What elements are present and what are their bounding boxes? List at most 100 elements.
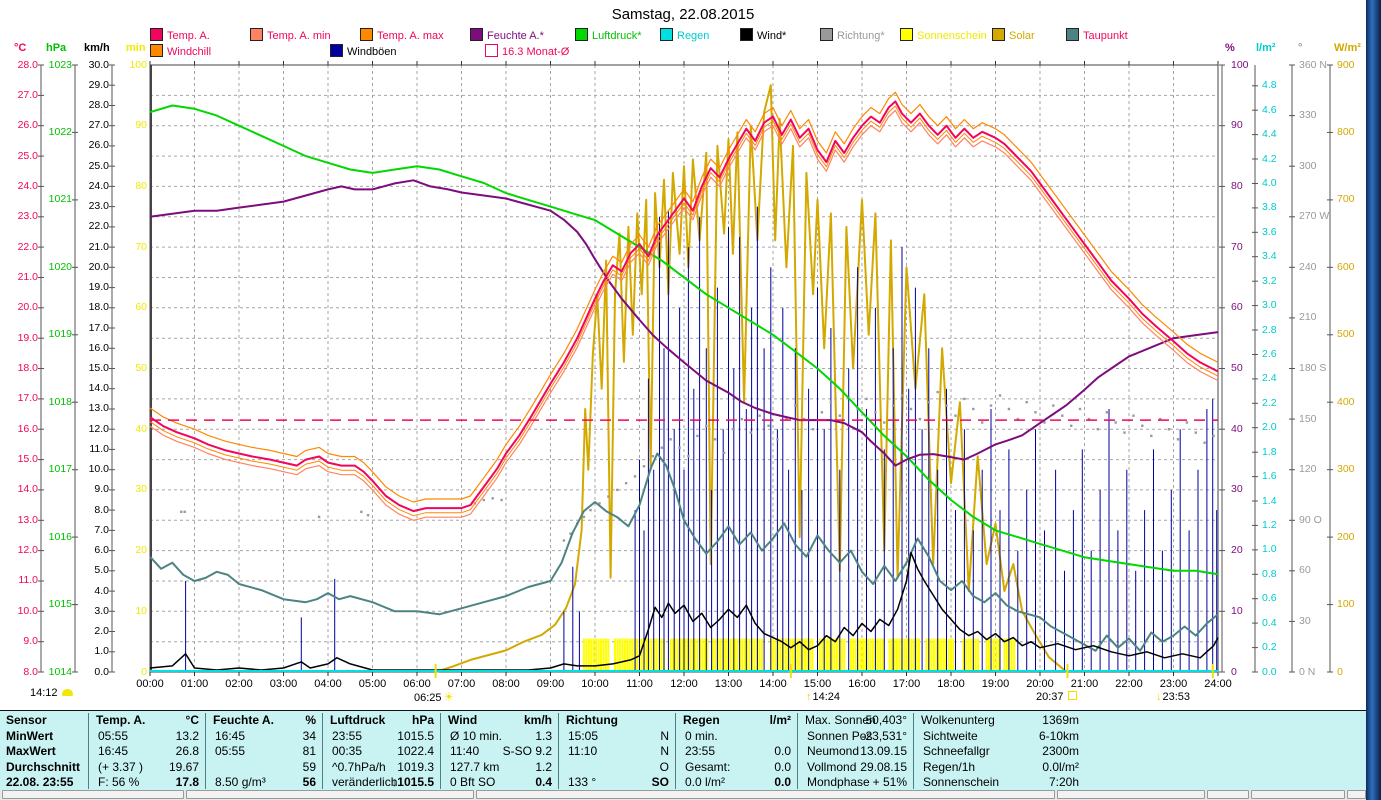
status-bar-segment [1207, 790, 1249, 799]
x-axis-tick: 22:00 [1115, 678, 1143, 690]
astro-value-label: Sonnen Pos [807, 728, 873, 743]
unit-header-min: min [126, 42, 146, 54]
x-axis-tick: 12:00 [670, 678, 698, 690]
maxtemp-time-label: 14:24 [812, 691, 841, 703]
direction-value-label: 133 ° [568, 775, 597, 790]
pressure-value: 1015.5 [397, 728, 434, 743]
legend-item-richtung-: Richtung* [820, 28, 885, 42]
temp-value-label: 05:55 [98, 728, 129, 743]
astro-value: 29.08.15 [860, 759, 907, 774]
moonrise-time-label: 14:12 [30, 687, 58, 699]
status-bar-segment [1347, 790, 1366, 799]
wind-unit: km/h [523, 713, 552, 727]
legend-swatch-icon [660, 28, 673, 41]
legend-label: Temp. A. [167, 30, 210, 42]
x-axis-tick: 05:00 [358, 678, 387, 690]
humidity-axis-tick: 90 [1231, 119, 1243, 132]
humidity-axis-tick: 70 [1231, 240, 1243, 253]
pressure-axis-tick: 1014 [48, 665, 72, 678]
wind-axis-tick: 23.0 [88, 200, 109, 213]
temp-header: Temp. A. [96, 713, 146, 727]
temp-axis-tick: 28.0 [17, 58, 38, 71]
wind-value: S-SO 9.2 [502, 744, 552, 759]
unit-header-C: °C [14, 42, 27, 54]
sunshine-axis-tick: 20 [135, 544, 147, 557]
solar-axis-tick: 700 [1337, 193, 1355, 206]
sun-icon: ☀ [443, 690, 455, 704]
direction-axis-tick: 240 [1299, 260, 1317, 273]
rain-axis-tick: 2.0 [1262, 421, 1277, 434]
humidity-value-label: 16:45 [215, 728, 246, 743]
legend-swatch-icon [330, 44, 343, 57]
direction-axis-tick: 210 [1299, 311, 1317, 324]
wind-axis-tick: 16.0 [88, 341, 109, 354]
temp-value: 17.8 [175, 775, 199, 790]
astro-value-label: Neumond [807, 744, 860, 759]
pressure-header: Luftdruck [330, 713, 386, 727]
temp-axis-tick: 14.0 [17, 483, 38, 496]
astro-value-label: Vollmond [807, 759, 857, 774]
rain-axis-tick: 2.2 [1262, 396, 1277, 409]
window-border [1366, 0, 1381, 800]
temp-axis-tick: 8.0 [23, 665, 38, 678]
legend-label: Luftdruck* [592, 30, 642, 42]
misc-value-label: Sonnenschein [923, 775, 1000, 790]
rain-value: 0.0 [774, 775, 791, 790]
humidity-axis-tick: 40 [1231, 422, 1243, 435]
solar-axis-tick: 800 [1337, 125, 1355, 138]
wind-axis-tick: 19.0 [88, 281, 109, 294]
legend-label: Wind* [757, 30, 787, 42]
direction-axis-tick: 360 N [1299, 58, 1328, 71]
legend-item-temp-a-: Temp. A. [150, 28, 210, 42]
status-bar-segment [476, 790, 1055, 799]
rain-axis-tick: 4.4 [1262, 128, 1277, 141]
square-icon [1067, 691, 1077, 700]
wind-axis-tick: 26.0 [88, 139, 109, 152]
rain-value: 0.0 [774, 759, 791, 774]
legend-label: Feuchte A.* [487, 30, 544, 42]
temp-value-label: F: 56 % [98, 775, 140, 790]
legend-swatch-icon [150, 28, 163, 41]
humidity-value-label: 05:55 [215, 744, 246, 759]
unit-header-lm: l/m² [1256, 42, 1276, 54]
temp-axis-tick: 12.0 [17, 544, 38, 557]
wind-axis-tick: 25.0 [88, 159, 109, 172]
misc-value: 0.0l/m² [1042, 759, 1079, 774]
wind-axis-tick: 27.0 [88, 119, 109, 132]
humidity-axis-tick: 30 [1231, 483, 1243, 496]
temp-axis-tick: 26.0 [17, 119, 38, 132]
temp-axis-tick: 13.0 [17, 513, 38, 526]
rain-axis-tick: 3.0 [1262, 299, 1277, 312]
wind-axis-tick: 2.0 [94, 625, 109, 638]
misc-unit: 1369m [1042, 713, 1079, 727]
legend-item-feuchte-a-: Feuchte A.* [470, 28, 544, 42]
legend-label: Richtung* [837, 30, 885, 42]
rain-axis-tick: 1.2 [1262, 518, 1277, 531]
row-label: Durchschnitt [6, 759, 81, 774]
temp-axis-tick: 16.0 [17, 422, 38, 435]
temp-axis-tick: 27.0 [17, 88, 38, 101]
sunshine-axis-tick: 10 [135, 604, 147, 617]
row-label: MaxWert [6, 744, 56, 759]
legend-swatch-icon [575, 28, 588, 41]
misc-value: 2300m [1042, 744, 1079, 759]
astro-value: + 51% [872, 775, 907, 790]
sunshine-axis-tick: 90 [135, 119, 147, 132]
humidity-axis-tick: 100 [1231, 58, 1249, 71]
x-axis-tick: 06:00 [403, 678, 431, 690]
status-bar-segment [1057, 790, 1205, 799]
wind-value-label: 11:40 [450, 744, 480, 759]
x-axis-tick: 08:00 [492, 678, 520, 690]
sunrise-time-label: 06:25 [414, 692, 442, 704]
wind-value-label: 0 Bft SO [450, 775, 496, 790]
wind-axis-tick: 9.0 [94, 483, 109, 496]
temp-value-label: 16:45 [98, 744, 129, 759]
misc-value: 6-10km [1038, 728, 1079, 743]
rain-axis-tick: 4.0 [1262, 176, 1277, 189]
x-axis-tick: 21:00 [1070, 678, 1099, 690]
wind-axis-tick: 18.0 [88, 301, 109, 314]
wind-axis-tick: 24.0 [88, 179, 109, 192]
page-title: Samstag, 22.08.2015 [611, 6, 755, 23]
rain-axis-tick: 0.4 [1262, 616, 1277, 629]
